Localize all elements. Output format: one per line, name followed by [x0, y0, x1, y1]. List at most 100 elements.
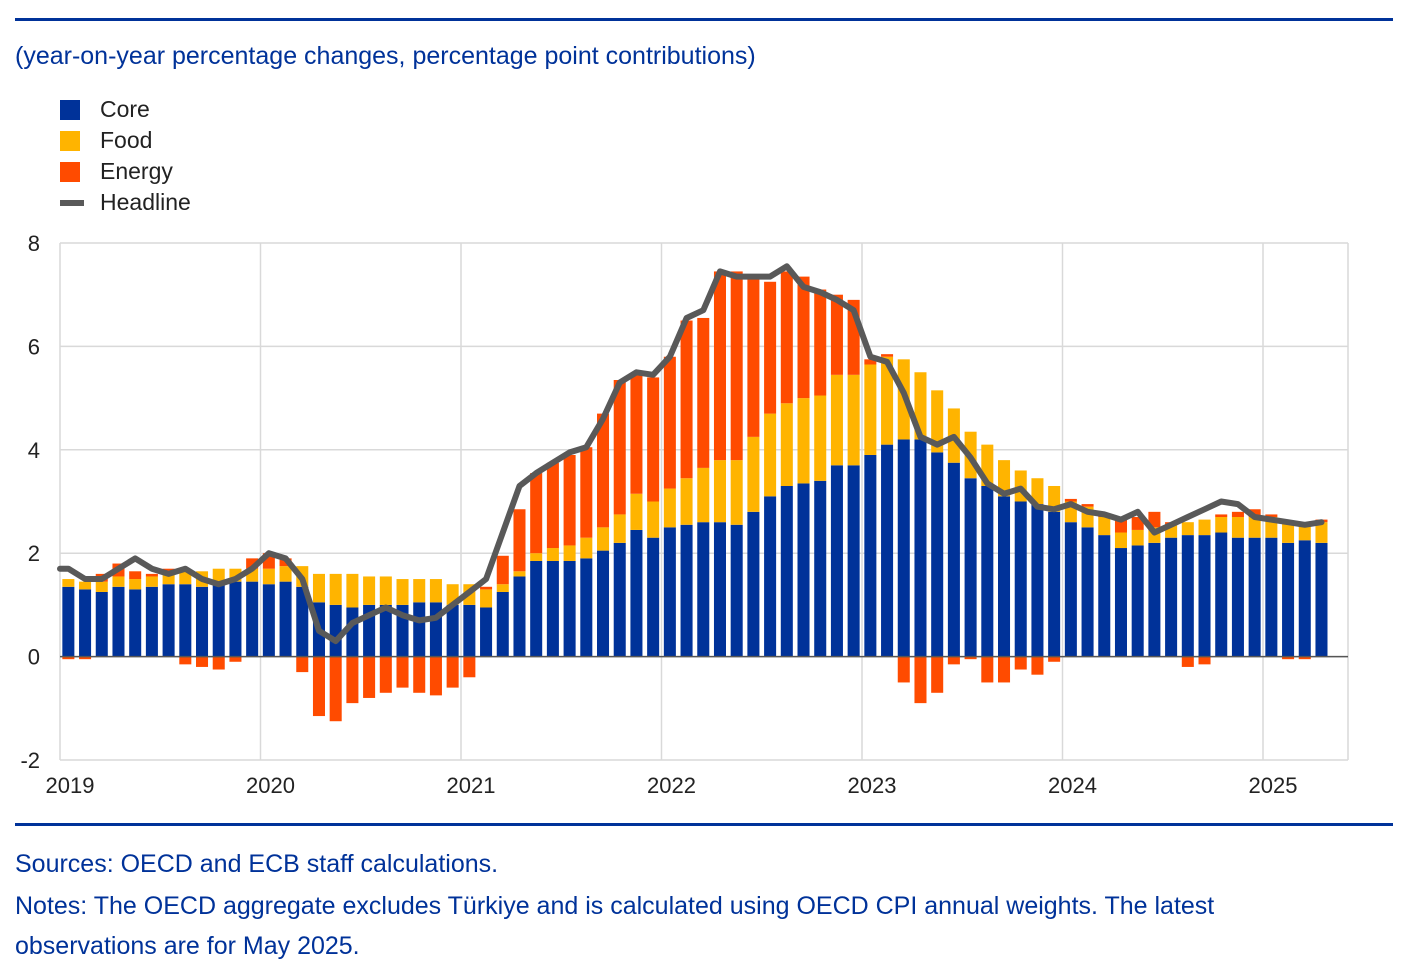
bar-core [79, 589, 92, 657]
bar-energy [246, 558, 259, 569]
bar-energy [312, 656, 325, 717]
bar-core [546, 560, 559, 657]
notes-text-line-2: observations are for May 2025. [15, 932, 360, 960]
bar-energy [713, 271, 726, 461]
bar-food [95, 581, 108, 592]
bar-food [379, 576, 392, 605]
y-tick-label: 8 [28, 231, 40, 256]
bar-energy [463, 656, 476, 678]
y-tick-label: 6 [28, 334, 40, 359]
bar-energy [329, 656, 342, 722]
bar-energy [530, 473, 543, 554]
bar-food [580, 537, 593, 559]
bar-food [62, 579, 75, 587]
bar-food [663, 488, 676, 528]
bar-core [797, 483, 810, 657]
bar-food [797, 398, 810, 484]
bar-core [413, 602, 426, 657]
bar-energy [1215, 514, 1228, 518]
bar-core [1265, 537, 1278, 657]
bar-food [998, 460, 1011, 497]
bar-food [881, 356, 894, 445]
bar-energy [864, 359, 877, 365]
x-tick-label: 2024 [1048, 773, 1097, 798]
bar-core [730, 524, 743, 657]
bar-core [1248, 537, 1261, 657]
bar-food [1181, 522, 1194, 536]
bar-core [379, 604, 392, 657]
bar-food [780, 403, 793, 486]
bar-food [546, 548, 559, 561]
chart-headline-line [57, 263, 1325, 645]
bar-core [1048, 511, 1061, 657]
bar-energy [897, 656, 910, 683]
bar-core [1315, 542, 1328, 657]
bar-core [1031, 504, 1044, 657]
bar-core [95, 591, 108, 657]
bar-energy [764, 281, 777, 414]
bar-core [129, 589, 142, 657]
bar-core [998, 496, 1011, 657]
legend-item-headline: Headline [60, 187, 191, 218]
bar-food [1315, 522, 1328, 543]
legend-swatch-energy [60, 161, 80, 182]
bar-core [179, 584, 192, 657]
legend-item-core: Core [60, 94, 191, 125]
bar-food [864, 364, 877, 455]
bar-energy [580, 447, 593, 538]
bottom-rule [15, 823, 1393, 826]
bar-core [145, 586, 158, 657]
bar-energy [413, 656, 426, 693]
bar-core [947, 462, 960, 657]
bar-core [964, 478, 977, 657]
bar-food [563, 545, 576, 561]
bar-core [931, 452, 944, 657]
bar-energy [1048, 656, 1061, 662]
legend-label-headline: Headline [100, 189, 191, 215]
legend-swatch-headline [60, 199, 84, 206]
bar-core [597, 550, 610, 657]
bar-energy [396, 656, 409, 688]
bar-food [730, 460, 743, 525]
bar-core [279, 581, 292, 657]
bar-core [446, 604, 459, 657]
bar-energy [1148, 511, 1161, 528]
bar-food [79, 581, 92, 590]
bar-core [463, 604, 476, 657]
bar-energy [981, 656, 994, 683]
bar-food [312, 573, 325, 603]
bar-core [429, 602, 442, 657]
bar-energy [1248, 509, 1261, 518]
bar-energy [229, 656, 242, 662]
bar-food [363, 576, 376, 605]
legend-label-core: Core [100, 96, 150, 122]
y-tick-label: 4 [28, 438, 40, 463]
bar-energy [613, 380, 626, 515]
bar-core [1098, 535, 1111, 657]
bar-core [613, 542, 626, 657]
bar-energy [680, 320, 693, 479]
bar-energy [1064, 498, 1077, 502]
bar-energy [597, 413, 610, 528]
bar-core [1298, 540, 1311, 657]
bar-energy [998, 656, 1011, 683]
x-tick-label: 2025 [1249, 773, 1298, 798]
legend-item-food: Food [60, 125, 191, 156]
bar-energy [1298, 656, 1311, 660]
bar-food [713, 460, 726, 523]
bar-core [847, 465, 860, 657]
bar-food [129, 579, 142, 590]
bar-core [1198, 535, 1211, 657]
bar-food [429, 579, 442, 603]
bar-energy [79, 656, 92, 660]
bar-energy [780, 271, 793, 404]
x-tick-label: 2022 [647, 773, 696, 798]
bar-energy [730, 271, 743, 461]
bar-food [830, 374, 843, 466]
bar-core [1181, 535, 1194, 657]
bar-core [680, 524, 693, 657]
bar-food [680, 478, 693, 525]
bar-food [346, 573, 359, 608]
bar-food [747, 436, 760, 512]
